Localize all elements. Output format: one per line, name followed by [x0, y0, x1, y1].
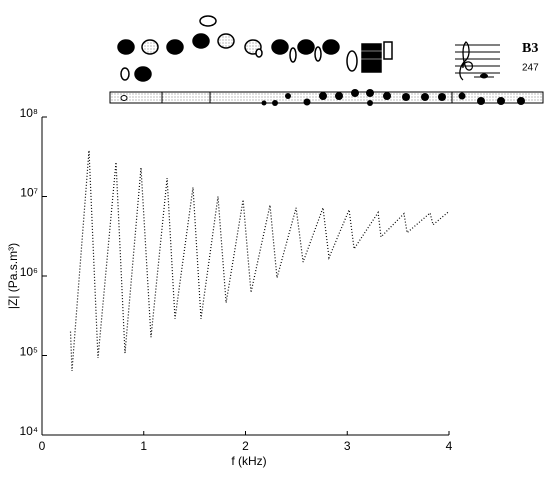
- note-label: B3: [522, 41, 538, 56]
- y-axis-label: |Z| (Pa.s.m³): [6, 243, 20, 309]
- x-tick-label: 2: [242, 439, 249, 453]
- impedance-curve: [69, 150, 450, 371]
- x-axis-label: f (kHz): [231, 454, 266, 468]
- x-tick-label: 1: [140, 439, 147, 453]
- y-tick-label: 10⁶: [20, 265, 38, 279]
- x-tick-label: 0: [39, 439, 46, 453]
- x-tick-label: 4: [446, 439, 453, 453]
- y-tick-label: 10⁸: [20, 106, 38, 120]
- y-tick-label: 10⁷: [20, 186, 38, 200]
- fingering-diagram: [109, 15, 544, 106]
- y-tick-label: 10⁵: [20, 345, 38, 359]
- y-tick-label: 10⁴: [19, 424, 38, 438]
- note-frequency: 247: [522, 63, 539, 74]
- x-tick-label: 3: [344, 439, 351, 453]
